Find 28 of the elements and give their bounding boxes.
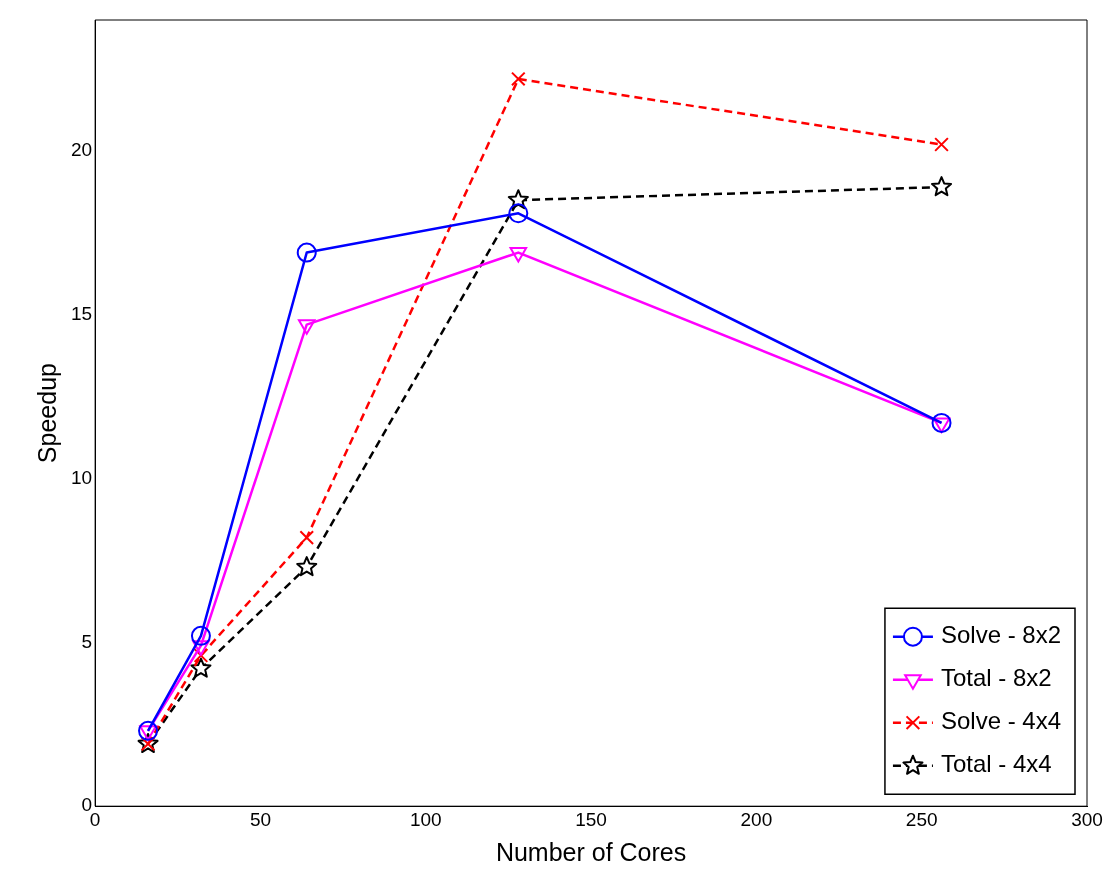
point bbox=[508, 203, 529, 224]
legend-label: Solve - 4x4 bbox=[940, 707, 1061, 735]
point bbox=[138, 720, 159, 741]
point bbox=[299, 530, 315, 545]
legend-label: Total - 4x4 bbox=[940, 750, 1052, 778]
y-tick-label: 5 bbox=[81, 630, 93, 652]
legend-label: Solve - 8x2 bbox=[940, 621, 1061, 649]
y-tick-label: 20 bbox=[70, 139, 93, 161]
x-axis-title: Number of Cores bbox=[495, 837, 687, 866]
point bbox=[931, 176, 953, 197]
point bbox=[510, 71, 526, 87]
point bbox=[190, 625, 211, 646]
point bbox=[931, 412, 952, 433]
point bbox=[296, 556, 318, 577]
x-tick-label: 250 bbox=[905, 808, 938, 830]
x-tick-label: 150 bbox=[575, 808, 607, 830]
point bbox=[190, 657, 212, 678]
x-tick-label: 200 bbox=[740, 808, 773, 830]
y-tick-label: 15 bbox=[70, 303, 93, 325]
x-tick-label: 300 bbox=[1071, 808, 1103, 830]
legend-label: Total - 8x2 bbox=[940, 664, 1052, 692]
x-tick-label: 100 bbox=[409, 808, 442, 830]
x-tick-label: 50 bbox=[249, 808, 272, 830]
y-axis-title: Speedup bbox=[32, 363, 61, 464]
point bbox=[296, 242, 317, 263]
point bbox=[193, 648, 209, 663]
point bbox=[934, 137, 949, 152]
y-tick-label: 10 bbox=[70, 466, 93, 488]
